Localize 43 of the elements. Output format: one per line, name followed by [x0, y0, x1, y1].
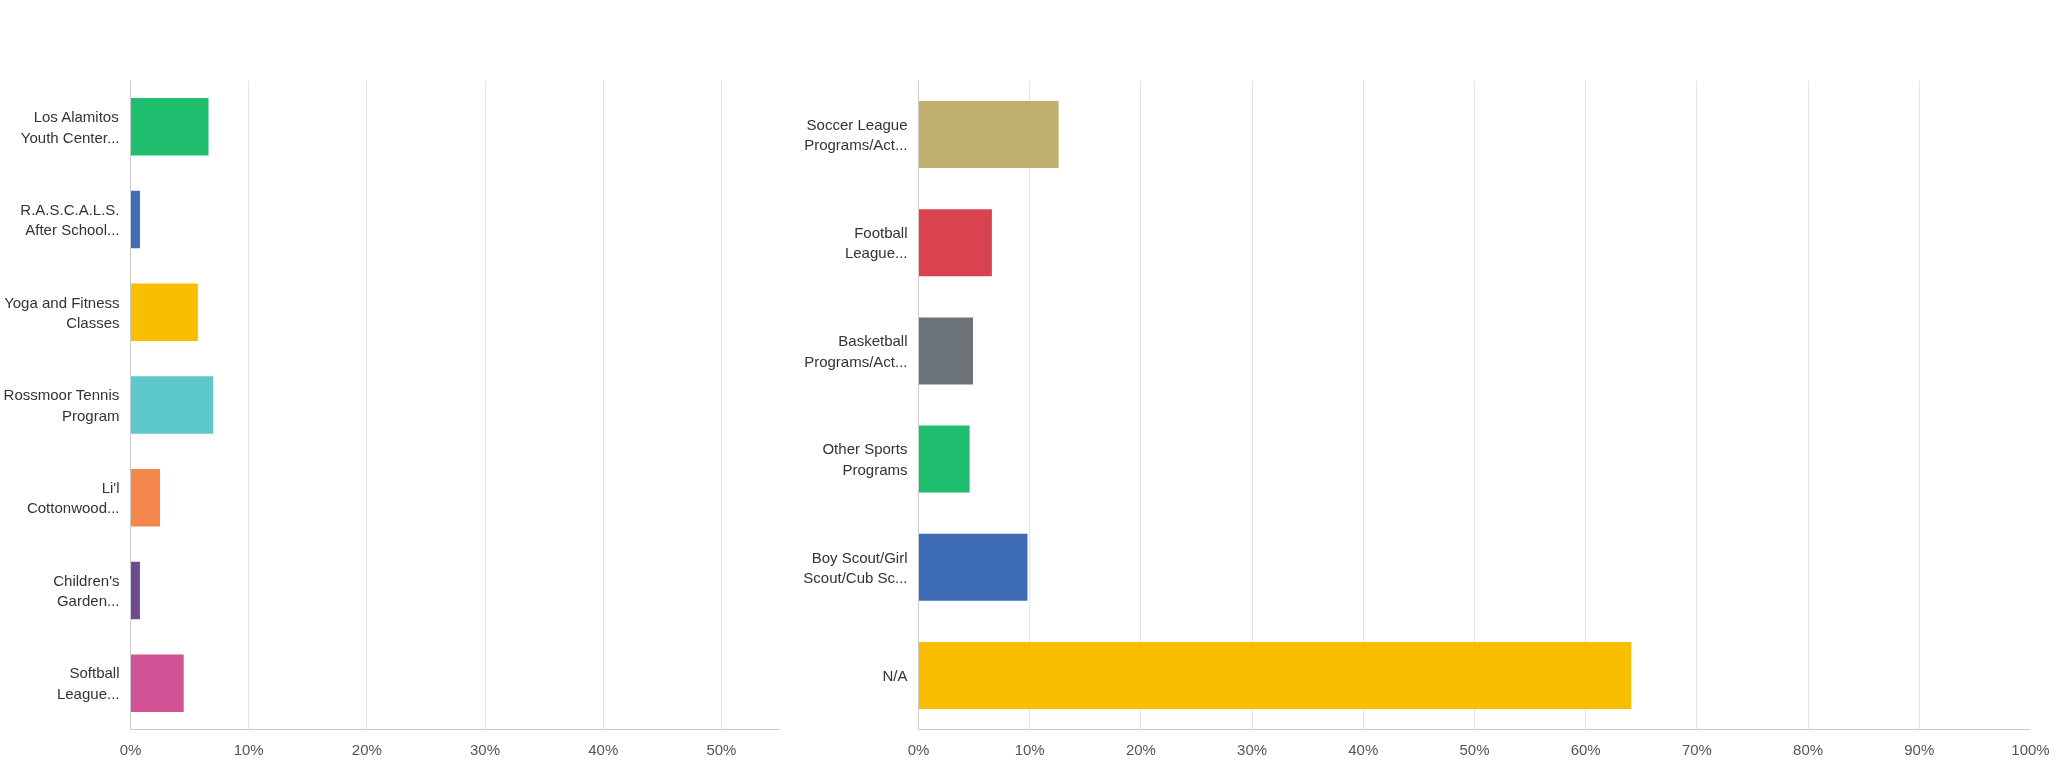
bar [130, 190, 140, 249]
bar [918, 425, 970, 493]
bar [918, 317, 973, 385]
bar [130, 283, 198, 342]
x-tick-label: 30% [470, 740, 501, 758]
bar [130, 561, 140, 620]
x-tick-label: 0% [907, 740, 930, 758]
y-tick-label: Boy Scout/Girl Scout/Cub Sc... [803, 548, 908, 586]
x-tick-label: 40% [1348, 740, 1379, 758]
y-tick-label: Football League... [844, 224, 908, 262]
x-tick-label: 20% [351, 740, 382, 758]
y-tick-label: Los Alamitos Youth Center... [20, 108, 120, 146]
y-tick-label: Other Sports Programs [822, 440, 908, 478]
bar [918, 533, 1028, 601]
x-tick-label: 50% [706, 740, 737, 758]
bar [130, 468, 161, 527]
y-tick-label: Basketball Programs/Act... [804, 332, 908, 370]
y-tick-label: Children's Garden... [53, 571, 120, 610]
x-tick-label: 30% [1237, 740, 1268, 758]
y-tick-label: Rossmoor Tennis Program [3, 386, 120, 424]
y-tick-label: Soccer League Programs/Act... [804, 115, 908, 154]
x-tick-label: 80% [1793, 740, 1824, 758]
x-tick-label: 90% [1904, 740, 1935, 758]
y-tick-label: Yoga and Fitness Classes [4, 293, 120, 331]
bar [130, 376, 214, 434]
x-tick-label: 70% [1681, 740, 1712, 758]
y-tick-label: N/A [882, 666, 908, 684]
x-tick-label: 100% [2011, 740, 2050, 758]
y-tick-label: Li'l Cottonwood... [26, 479, 120, 517]
bar [918, 101, 1059, 169]
x-tick-label: 10% [1014, 740, 1045, 758]
bar [918, 641, 1632, 709]
x-tick-label: 0% [119, 740, 142, 758]
x-tick-label: 60% [1570, 740, 1601, 758]
y-tick-label: R.A.S.C.A.L.S. After School... [20, 200, 120, 239]
x-tick-label: 10% [233, 740, 264, 758]
y-tick-label: Softball League... [56, 664, 120, 702]
x-tick-label: 20% [1125, 740, 1156, 758]
bar [130, 98, 209, 156]
bar [918, 209, 992, 277]
bar [130, 654, 184, 712]
x-tick-label: 50% [1459, 740, 1490, 758]
x-tick-label: 40% [588, 740, 619, 758]
